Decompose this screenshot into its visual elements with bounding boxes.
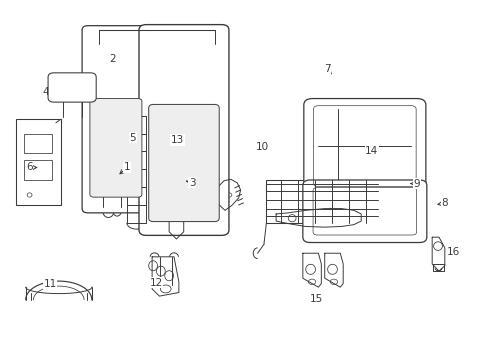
FancyBboxPatch shape — [82, 26, 149, 213]
Bar — [24, 134, 52, 153]
Text: 13: 13 — [170, 135, 183, 145]
Text: 16: 16 — [446, 247, 459, 257]
FancyBboxPatch shape — [302, 180, 426, 243]
FancyBboxPatch shape — [148, 104, 219, 222]
Text: 2: 2 — [109, 54, 115, 64]
Text: 14: 14 — [365, 146, 378, 156]
Bar — [266, 180, 377, 223]
Text: 7: 7 — [323, 64, 330, 74]
FancyBboxPatch shape — [90, 99, 142, 197]
Text: 15: 15 — [309, 294, 323, 303]
FancyBboxPatch shape — [303, 99, 425, 194]
Text: 1: 1 — [123, 162, 130, 172]
Text: 12: 12 — [149, 278, 163, 288]
FancyBboxPatch shape — [139, 24, 228, 235]
FancyBboxPatch shape — [48, 73, 96, 102]
Text: 4: 4 — [43, 87, 49, 98]
Bar — [16, 119, 61, 205]
Text: 11: 11 — [43, 279, 57, 289]
Text: 5: 5 — [129, 133, 136, 143]
Text: 10: 10 — [255, 142, 268, 152]
Bar — [24, 160, 52, 180]
Text: 3: 3 — [188, 178, 195, 188]
Text: 8: 8 — [441, 198, 447, 208]
Text: 9: 9 — [413, 179, 420, 189]
Text: 6: 6 — [26, 162, 33, 172]
